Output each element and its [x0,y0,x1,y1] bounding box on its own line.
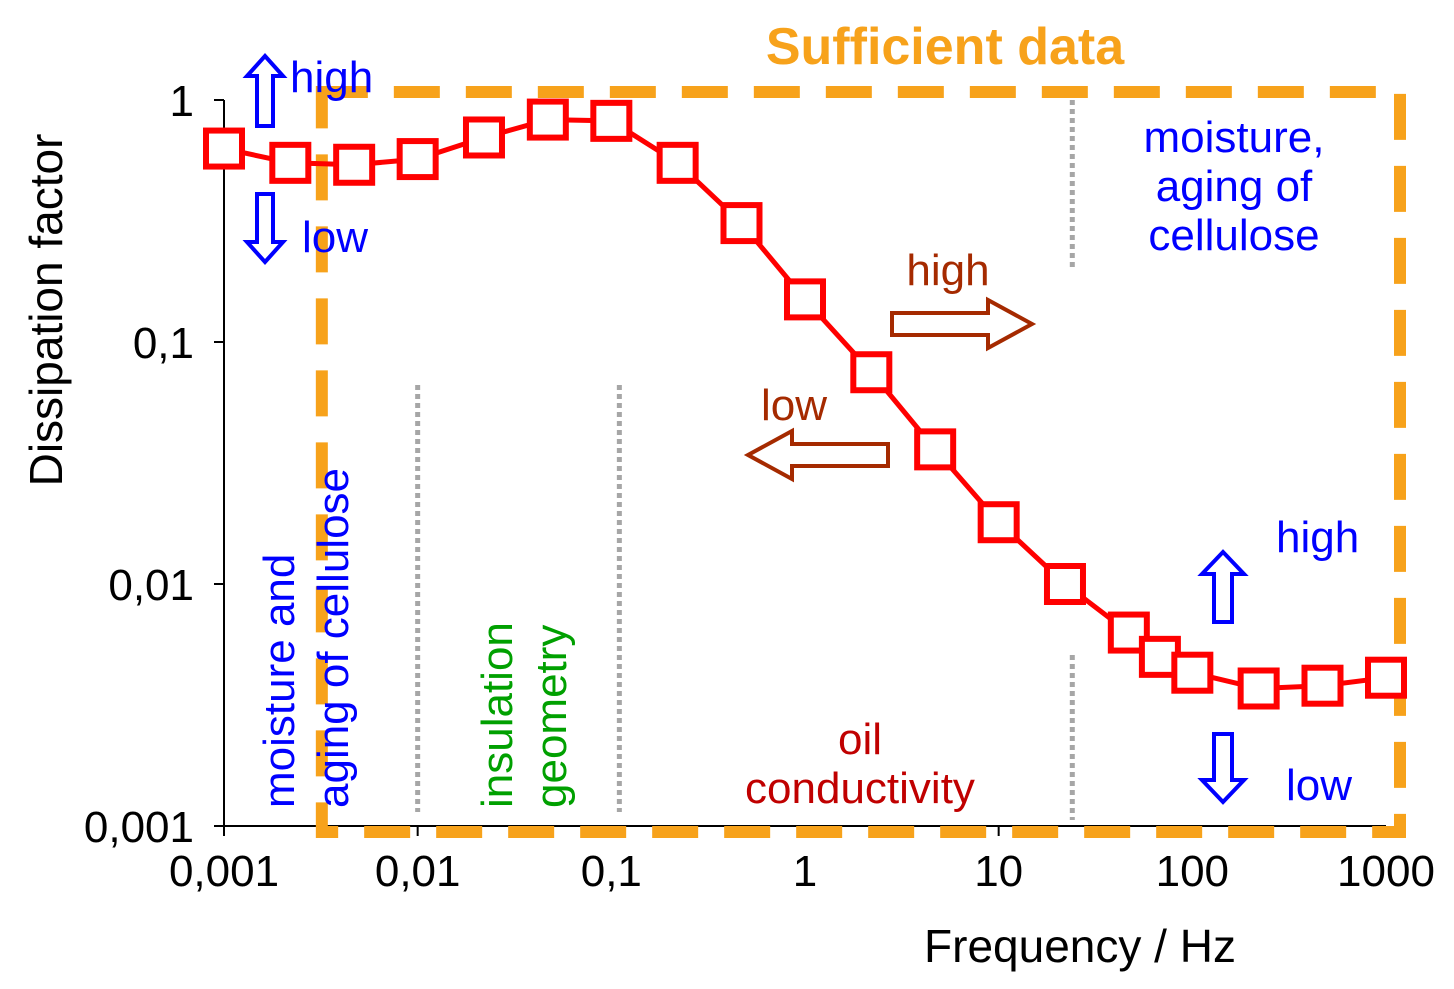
moisture-line-1: moisture and [255,554,304,808]
left-shift-arrow-icon [743,427,890,483]
x-tick-label-4: 10 [974,847,1023,896]
chart-title: Sufficient data [766,18,1125,76]
x-tick-label-6: 1000 [1337,847,1435,896]
data-point-5 [526,98,569,141]
moisture-line-2: aging of cellulose [309,468,358,808]
data-point-10 [850,351,893,394]
oil-line-2: conductivity [745,764,975,813]
insulation-line-1: insulation [473,622,522,808]
data-point-0 [203,127,245,170]
data-point-17 [1237,667,1280,710]
mid-high-label: high [906,246,989,295]
y-tick-label-3: 0,001 [84,803,194,852]
left-high-arrow-icon [242,53,288,128]
y-axis-title: Dissipation factor [20,134,72,487]
mid-low-label: low [761,381,827,430]
right-low-label: low [1286,761,1352,810]
insulation-line-2: geometry [527,625,576,808]
left-low-arrow-icon [242,192,288,265]
right-low-arrow-icon [1197,732,1249,805]
right-high-label: high [1276,513,1359,562]
data-point-3 [396,138,439,181]
hf-line-3: cellulose [1148,211,1319,260]
hf-line-1: moisture, [1144,113,1325,162]
data-point-6 [590,99,633,142]
moisture-low-freq-label: moisture and aging of cellulose [255,468,358,808]
data-point-4 [462,116,505,159]
region-separators [415,100,1075,820]
y-tick-label-2: 0,01 [108,561,194,610]
x-tick-label-2: 0,1 [581,847,642,896]
data-point-16 [1171,651,1214,694]
x-axis-title: Frequency / Hz [924,920,1236,972]
data-point-8 [720,202,763,245]
x-tick-label-5: 100 [1156,847,1229,896]
oil-line-1: oil [838,715,882,764]
y-tick-label-0: 1 [170,77,194,126]
hf-line-2: aging of [1156,162,1313,211]
right-high-arrow-icon [1197,549,1249,624]
insulation-geometry-label: insulation geometry [473,622,576,808]
sufficient-data-box [315,86,1407,838]
x-tick-label-3: 1 [793,847,817,896]
data-point-14 [1107,611,1150,654]
x-tick-label-0: 0,001 [169,847,279,896]
data-point-18 [1301,664,1344,707]
right-shift-arrow-icon [890,296,1037,352]
data-point-12 [977,501,1020,544]
left-high-label: high [290,53,373,102]
data-point-2 [333,143,376,186]
tick-layer: 0,001 0,01 0,1 1 10 100 1000 1 0,1 0,01 0,001 [84,77,1435,896]
data-point-1 [269,141,312,184]
data-point-9 [784,278,826,321]
x-tick-label-1: 0,01 [375,847,461,896]
data-point-13 [1043,563,1086,605]
data-point-11 [914,428,957,471]
left-low-label: low [302,213,368,262]
y-tick-label-1: 0,1 [133,319,194,368]
data-point-19 [1365,656,1407,699]
data-point-7 [656,141,699,184]
series-layer [203,98,1407,710]
